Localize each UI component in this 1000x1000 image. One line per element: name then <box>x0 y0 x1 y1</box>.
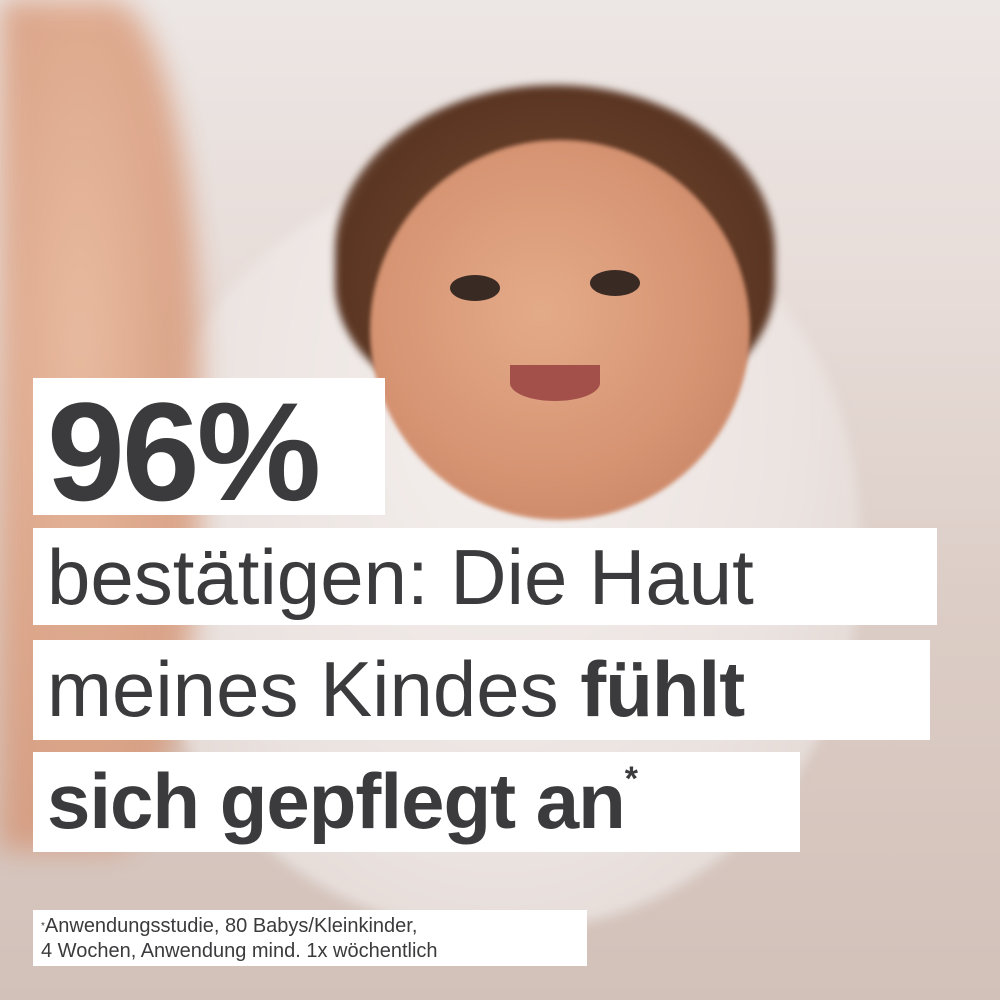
headline-line3: sich gepflegt an* <box>33 752 800 852</box>
baby-eye-right <box>590 270 640 296</box>
footnote-line1: Anwendungsstudie, 80 Babys/Kleinkinder, <box>44 915 418 937</box>
headline-line3-text: sich gepflegt an <box>47 757 626 845</box>
footnote: *Anwendungsstudie, 80 Babys/Kleinkinder,… <box>33 910 587 966</box>
headline-percent: 96% <box>33 378 385 522</box>
baby-face <box>370 140 750 520</box>
footnote-asterisk: * <box>41 921 45 932</box>
headline-line1: bestätigen: Die Haut <box>33 528 937 625</box>
baby-mouth <box>510 365 600 401</box>
baby-eye-left <box>450 275 500 301</box>
headline-line2: meines Kindes fühlt <box>33 640 930 740</box>
headline-line2-bold: fühlt <box>580 645 745 733</box>
headline-asterisk: * <box>624 760 638 798</box>
headline-line2-regular: meines Kindes <box>47 645 581 733</box>
footnote-line2: 4 Wochen, Anwendung mind. 1x wöchentlich <box>41 940 438 962</box>
